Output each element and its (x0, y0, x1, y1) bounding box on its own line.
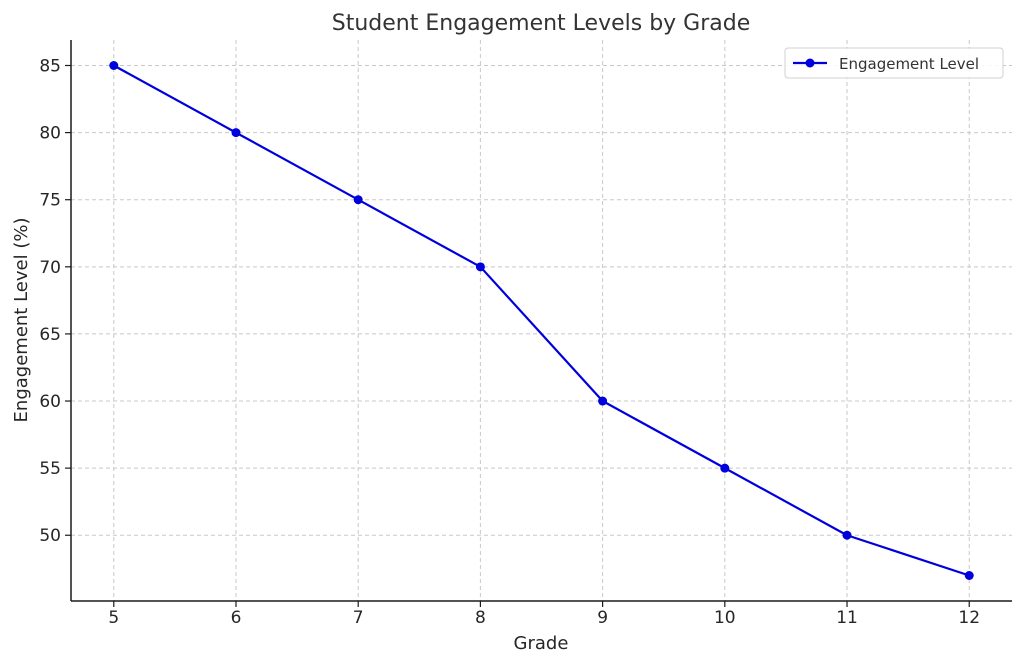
data-point (475, 262, 485, 272)
y-tick-label: 65 (39, 325, 61, 345)
y-axis-ticks: 50 55 60 65 70 75 80 85 (39, 57, 71, 546)
y-tick-label: 60 (39, 392, 61, 412)
series-0 (109, 61, 974, 580)
grid (71, 40, 1012, 601)
x-axis-ticks: 5 6 7 8 9 10 11 12 (108, 601, 980, 628)
data-point (964, 571, 974, 580)
series-group (109, 61, 974, 580)
x-tick-label: 6 (231, 608, 242, 628)
legend: Engagement Level (784, 47, 1004, 79)
y-tick-label: 85 (39, 57, 61, 77)
x-tick-label: 9 (597, 608, 608, 628)
legend-label: Engagement Level (839, 55, 979, 73)
legend-box (784, 47, 1004, 79)
data-point (109, 61, 119, 70)
y-tick-label: 75 (39, 191, 61, 211)
x-tick-label: 10 (714, 608, 736, 628)
x-tick-label: 7 (353, 608, 364, 628)
y-tick-label: 50 (39, 526, 61, 546)
chart-title: Student Engagement Levels by Grade (332, 11, 751, 36)
data-point (842, 530, 852, 540)
data-point (720, 463, 730, 473)
data-point (598, 396, 608, 406)
data-point (353, 195, 363, 205)
y-tick-label: 55 (39, 459, 61, 479)
y-tick-label: 70 (39, 258, 61, 278)
x-tick-label: 8 (475, 608, 486, 628)
x-tick-label: 5 (108, 608, 119, 628)
x-tick-label: 11 (836, 608, 858, 628)
y-tick-label: 80 (39, 124, 61, 144)
x-tick-label: 12 (958, 608, 980, 628)
series-line (112, 64, 971, 577)
axes (70, 40, 1012, 602)
y-axis-title: Engagement Level (%) (11, 218, 32, 423)
x-axis-title: Grade (514, 633, 569, 654)
legend-marker-swatch (805, 58, 815, 68)
data-point (231, 128, 241, 138)
